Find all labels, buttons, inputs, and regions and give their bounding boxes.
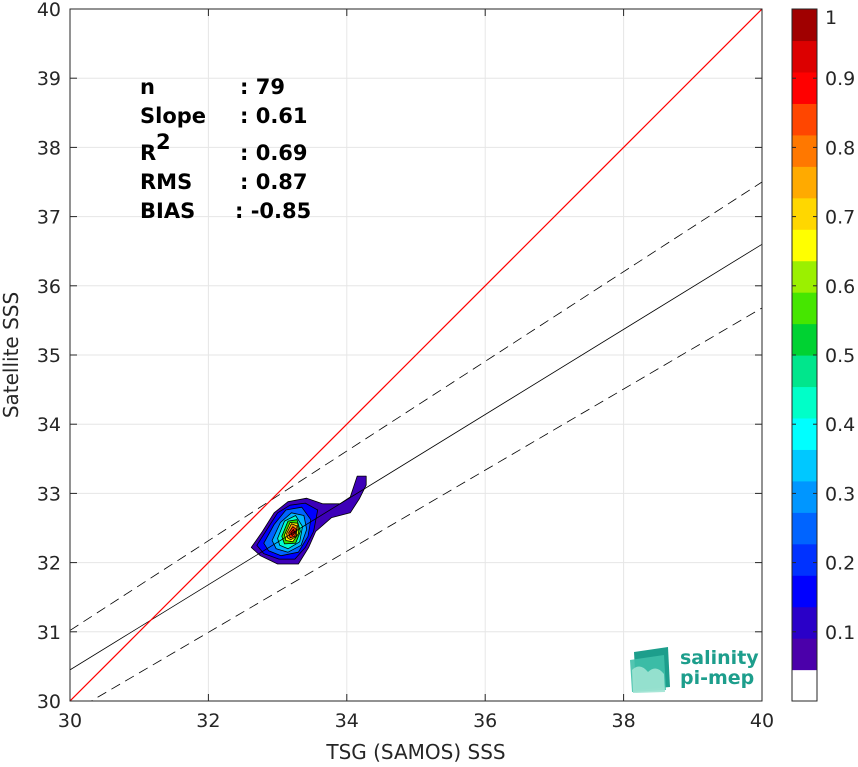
x-tick-label: 36 [473,710,497,732]
colorbar-segment [792,229,817,262]
logo-wave-icon [630,647,670,693]
lower-bound-line [90,307,762,701]
reference-lines [70,9,762,701]
colorbar-tick-label: 0.5 [825,345,855,367]
y-tick-label: 34 [37,414,61,436]
colorbar-segment [792,480,817,513]
colorbar-segment [792,166,817,199]
y-axis-label: Satellite SSS [0,292,23,418]
identity-line [70,9,762,701]
colorbar-tick-label: 0.8 [825,137,855,159]
colorbar-segment [792,512,817,545]
grid-lines [69,8,763,702]
colorbar-tick-label: 0.1 [825,622,855,644]
colorbar-tick-label: 0.2 [825,553,855,575]
y-tick-label: 31 [37,622,61,644]
colorbar-segment [792,40,817,73]
y-tick-label: 39 [37,68,61,90]
y-tick-label: 30 [37,691,61,713]
stat-label: Slope [140,104,206,128]
colorbar-tick-label: 0.6 [825,276,855,298]
colorbar-tick-label: 0.7 [825,207,855,229]
colorbar-segment [792,197,817,230]
colorbar-segment [792,9,817,42]
colorbar-tick-label: 0.4 [825,414,855,436]
regression-line [70,243,762,671]
x-tick-label: 30 [58,710,82,732]
colorbar-tick-label: 1 [825,7,837,29]
y-tick-label: 32 [37,553,61,575]
stat-value: : 0.61 [240,104,308,128]
x-axis-ticks: 30 32 34 36 38 40 [58,9,774,732]
colorbar-segment [792,606,817,639]
salinity-pi-mep-logo: salinity pi-mep [630,647,759,693]
colorbar-segment [792,543,817,576]
y-tick-label: 37 [37,207,61,229]
stat-label: RMS [140,170,192,194]
x-tick-label: 40 [750,710,774,732]
colorbar-tick-label: 0.9 [825,68,855,90]
colorbar-segment [792,638,817,671]
stat-value: : -0.85 [235,199,311,223]
colorbar-segment [792,323,817,356]
colorbar-segment [792,292,817,325]
colorbar-segment [792,103,817,136]
logo-line1: salinity [680,647,759,669]
stat-value: : 79 [240,75,285,99]
colorbar-tick-label: 0.3 [825,483,855,505]
stat-value: : 0.69 [240,141,308,165]
stat-label-superscript: 2 [156,130,171,154]
y-tick-label: 33 [37,483,61,505]
colorbar-segment [792,417,817,450]
colorbar-segment [792,355,817,388]
y-tick-label: 36 [37,276,61,298]
stat-label: BIAS [140,199,195,223]
stat-label: R [140,141,156,165]
colorbar-segment [792,134,817,167]
x-axis-label: TSG (SAMOS) SSS [325,740,505,764]
logo-line2: pi-mep [680,667,754,689]
y-tick-label: 40 [37,0,61,21]
stat-value: : 0.87 [240,170,308,194]
x-tick-label: 38 [612,710,636,732]
x-tick-label: 32 [196,710,220,732]
colorbar-segment [792,669,817,702]
y-axis-ticks: 30 31 32 33 34 35 36 37 38 39 40 [37,0,762,713]
stat-label: n [140,75,155,99]
colorbar-segment [792,260,817,293]
colorbar-segment [792,386,817,419]
upper-bound-line [70,181,762,631]
y-tick-label: 35 [37,345,61,367]
colorbar: 1 0.9 0.8 0.7 0.6 0.5 0.4 0.3 0.2 0.1 [791,7,855,702]
colorbar-segment [792,71,817,104]
y-tick-label: 38 [37,137,61,159]
x-tick-label: 34 [335,710,359,732]
statistics-box: n : 79 Slope : 0.61 R 2 : 0.69 RMS : 0.87 BIAS : -… [140,75,311,223]
colorbar-segment [792,449,817,482]
colorbar-segment [792,575,817,608]
